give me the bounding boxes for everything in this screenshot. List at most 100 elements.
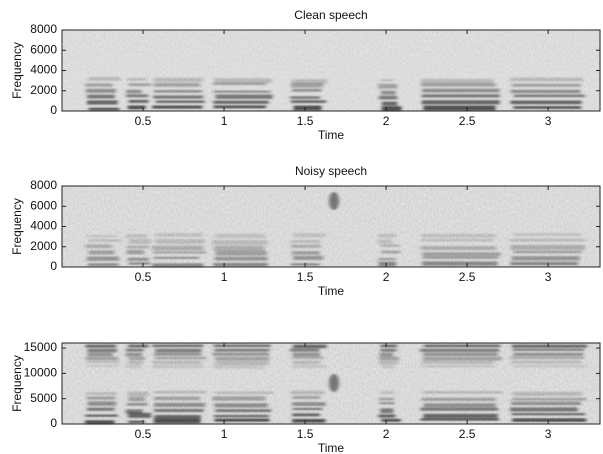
x-tick-label: 1.5 <box>297 114 314 128</box>
energy-band <box>379 360 398 365</box>
energy-band <box>214 418 270 422</box>
energy-band <box>290 96 321 99</box>
energy-band <box>420 246 496 251</box>
energy-band <box>380 408 394 414</box>
energy-band <box>510 100 582 105</box>
energy-band <box>85 235 118 238</box>
energy-band <box>214 78 272 84</box>
energy-band <box>513 94 585 98</box>
energy-band <box>293 233 326 238</box>
energy-band <box>421 233 496 238</box>
energy-band <box>126 94 149 98</box>
energy-band <box>125 364 142 369</box>
energy-band <box>88 239 122 242</box>
energy-band <box>381 106 402 111</box>
energy-band <box>512 344 587 348</box>
energy-band <box>290 240 322 243</box>
y-tick-label: 6000 <box>30 42 57 56</box>
energy-band <box>291 364 327 369</box>
spectrogram-image <box>62 186 600 268</box>
energy-band <box>87 348 117 353</box>
energy-band <box>423 352 498 356</box>
energy-band <box>292 407 323 411</box>
energy-band <box>85 244 113 249</box>
energy-band <box>511 401 581 406</box>
y-tick-label: 4000 <box>30 63 57 77</box>
energy-band <box>215 250 267 256</box>
energy-band <box>512 83 581 87</box>
energy-band <box>214 348 270 352</box>
energy-blob <box>329 374 339 392</box>
energy-band <box>155 100 205 103</box>
energy-band <box>212 352 269 356</box>
energy-band <box>128 412 152 418</box>
energy-band <box>152 263 204 268</box>
energy-band <box>513 106 582 109</box>
energy-band <box>155 348 202 353</box>
energy-band <box>153 82 200 87</box>
spectrogram-image <box>62 343 600 424</box>
energy-band <box>215 94 273 99</box>
x-tick-label: 2.5 <box>459 270 476 284</box>
energy-band <box>292 419 326 423</box>
energy-band <box>293 255 324 260</box>
energy-band <box>213 245 265 251</box>
axes-frame <box>61 342 601 425</box>
y-tick-label: 10000 <box>24 366 58 380</box>
y-axis-label: Frequency <box>10 198 24 255</box>
energy-band <box>215 409 272 413</box>
energy-band <box>511 413 586 416</box>
energy-band <box>378 414 396 418</box>
energy-band <box>292 395 320 399</box>
energy-band <box>87 263 119 266</box>
y-axis-label: Frequency <box>10 355 24 412</box>
energy-band <box>125 409 143 414</box>
energy-band <box>420 364 495 368</box>
energy-band <box>126 89 142 94</box>
energy-band <box>291 244 321 248</box>
energy-band <box>380 244 400 247</box>
energy-band <box>293 344 327 349</box>
energy-band <box>512 397 587 401</box>
energy-band <box>292 352 320 357</box>
energy-band <box>154 89 203 93</box>
energy-band <box>212 82 266 86</box>
energy-band <box>380 79 394 82</box>
energy-band <box>87 94 115 99</box>
energy-band <box>510 261 579 266</box>
energy-band <box>290 390 324 395</box>
energy-band <box>510 89 581 94</box>
energy-band <box>420 418 499 421</box>
energy-band <box>421 397 496 401</box>
x-tick-label: 2 <box>383 114 390 128</box>
energy-band <box>422 356 502 361</box>
energy-band <box>421 360 494 364</box>
x-tick-label: 2.5 <box>459 427 476 441</box>
energy-band <box>213 344 271 347</box>
spectrogram-image <box>62 30 600 111</box>
energy-band <box>421 83 496 87</box>
energy-band <box>85 83 113 87</box>
energy-band <box>127 78 147 81</box>
x-tick-label: 1.5 <box>297 270 314 284</box>
energy-band <box>127 105 146 110</box>
energy-band <box>510 77 583 82</box>
energy-band <box>511 256 580 261</box>
energy-band <box>421 78 494 84</box>
energy-band <box>85 88 116 93</box>
spectrogram-noise <box>62 30 600 111</box>
energy-band <box>420 239 494 242</box>
energy-band <box>510 407 578 412</box>
energy-band <box>378 261 397 267</box>
energy-band <box>422 261 498 266</box>
energy-band <box>380 344 398 348</box>
energy-band <box>212 240 268 245</box>
energy-band <box>291 100 327 103</box>
energy-band <box>215 356 270 361</box>
x-tick-label: 2.5 <box>459 114 476 128</box>
energy-band <box>85 344 116 348</box>
chart-title: Noisy speech <box>295 164 367 178</box>
y-tick-label: 0 <box>50 103 57 117</box>
energy-band <box>86 360 120 363</box>
